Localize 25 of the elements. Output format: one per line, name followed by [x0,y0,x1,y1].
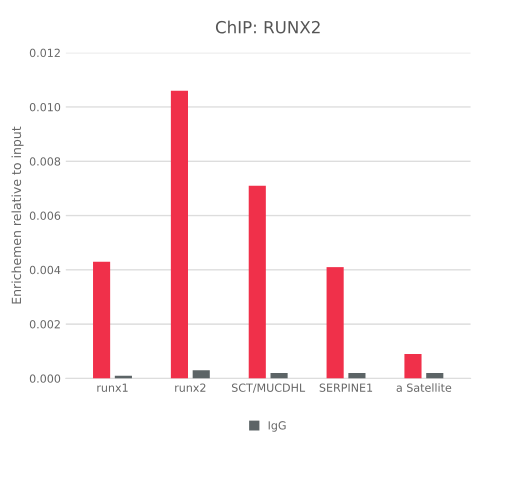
y-tick-label: 0.000 [30,374,60,383]
bar [348,372,366,378]
x-tick-label: SERPINE1 [320,383,372,392]
bar [326,267,344,378]
bar [404,354,422,378]
bar [192,370,210,378]
bar [426,372,444,378]
bar [93,262,110,378]
y-tick-label: 0.006 [30,212,60,220]
bar [114,376,132,378]
x-tick-label: runx2 [175,383,206,392]
bar [270,372,288,378]
y-tick-label: 0.004 [30,266,60,274]
x-tick-label: runx1 [97,384,128,392]
y-axis-title: Enrichemen relative to input [11,126,24,304]
chart-title: ChIP: RUNX2 [216,20,320,34]
x-tick-label: a Satellite [396,383,452,392]
y-tick-label: 0.012 [30,48,60,58]
bar [170,90,188,378]
y-tick-label: 0.002 [30,320,60,329]
bar [248,186,266,378]
y-tick-label: 0.008 [30,157,60,166]
y-tick-label: 0.010 [30,102,60,112]
x-tick-label: SCT/MUCDHL [232,383,306,393]
legend-label: IgG [268,421,286,432]
